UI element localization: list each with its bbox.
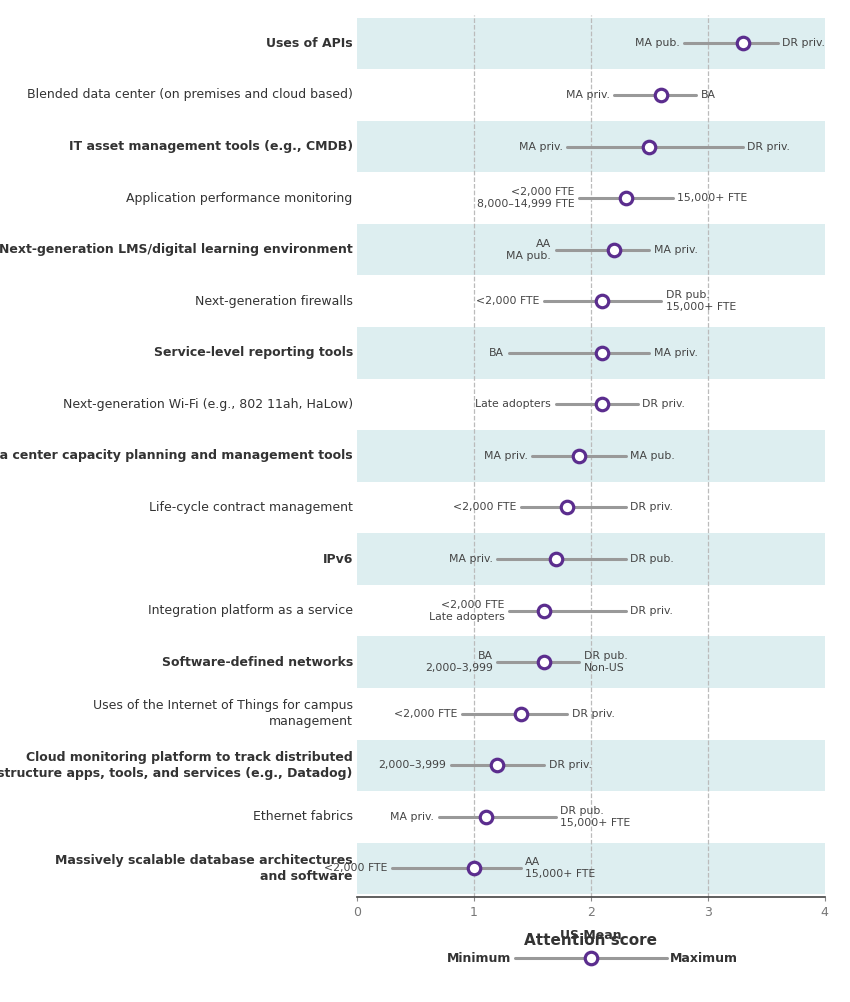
Text: <2,000 FTE
Late adopters: <2,000 FTE Late adopters xyxy=(428,599,504,621)
Text: DR pub.
15,000+ FTE: DR pub. 15,000+ FTE xyxy=(560,806,631,828)
Text: DR priv.: DR priv. xyxy=(631,605,673,615)
Bar xyxy=(357,430,824,482)
Bar xyxy=(357,533,824,585)
Text: MA priv.: MA priv. xyxy=(449,554,492,564)
Bar xyxy=(357,223,824,276)
Text: Blended data center (on premises and cloud based): Blended data center (on premises and clo… xyxy=(27,88,353,101)
Text: DR priv.: DR priv. xyxy=(747,141,790,151)
Text: BA: BA xyxy=(700,90,716,100)
Text: DR pub.
15,000+ FTE: DR pub. 15,000+ FTE xyxy=(666,291,736,313)
Text: Software-defined networks: Software-defined networks xyxy=(162,655,353,668)
Text: Ethernet fabrics: Ethernet fabrics xyxy=(252,811,353,824)
Text: Next-generation firewalls: Next-generation firewalls xyxy=(195,295,353,308)
Text: <2,000 FTE: <2,000 FTE xyxy=(324,864,388,874)
Text: Minimum: Minimum xyxy=(447,952,512,965)
Text: 2,000–3,999: 2,000–3,999 xyxy=(378,761,445,771)
Text: Cloud monitoring platform to track distributed
infrastructure apps, tools, and s: Cloud monitoring platform to track distr… xyxy=(0,750,353,780)
Bar xyxy=(357,636,824,688)
Text: MA priv.: MA priv. xyxy=(654,244,698,255)
Text: MA priv.: MA priv. xyxy=(565,90,609,100)
Text: BA
2,000–3,999: BA 2,000–3,999 xyxy=(425,651,492,673)
Text: IT asset management tools (e.g., CMDB): IT asset management tools (e.g., CMDB) xyxy=(69,140,353,153)
Text: MA pub.: MA pub. xyxy=(631,451,675,461)
Text: AA
15,000+ FTE: AA 15,000+ FTE xyxy=(525,858,596,880)
Text: Service-level reporting tools: Service-level reporting tools xyxy=(154,347,353,360)
Text: <2,000 FTE: <2,000 FTE xyxy=(452,502,516,512)
Text: MA priv.: MA priv. xyxy=(484,451,528,461)
Text: US Mean: US Mean xyxy=(560,929,621,942)
Text: Data center capacity planning and management tools: Data center capacity planning and manage… xyxy=(0,450,353,462)
Text: DR pub.: DR pub. xyxy=(631,554,674,564)
Text: MA pub.: MA pub. xyxy=(635,38,680,48)
Text: BA: BA xyxy=(490,348,504,358)
Text: Uses of the Internet of Things for campus
management: Uses of the Internet of Things for campu… xyxy=(93,699,353,728)
Text: DR priv.: DR priv. xyxy=(782,38,825,48)
Text: Uses of APIs: Uses of APIs xyxy=(266,37,353,50)
X-axis label: Attention score: Attention score xyxy=(524,933,657,948)
Text: Application performance monitoring: Application performance monitoring xyxy=(127,191,353,204)
Text: MA priv.: MA priv. xyxy=(518,141,563,151)
Bar xyxy=(357,327,824,379)
Bar xyxy=(357,120,824,172)
Text: IPv6: IPv6 xyxy=(322,552,353,565)
Text: MA priv.: MA priv. xyxy=(654,348,698,358)
Text: <2,000 FTE: <2,000 FTE xyxy=(394,708,457,718)
Text: DR priv.: DR priv. xyxy=(572,708,615,718)
Text: Integration platform as a service: Integration platform as a service xyxy=(148,604,353,617)
Text: <2,000 FTE
8,000–14,999 FTE: <2,000 FTE 8,000–14,999 FTE xyxy=(477,187,575,209)
Text: 15,000+ FTE: 15,000+ FTE xyxy=(677,193,747,203)
Text: AA
MA pub.: AA MA pub. xyxy=(507,238,551,261)
Text: DR priv.: DR priv. xyxy=(631,502,673,512)
Text: Next-generation LMS/digital learning environment: Next-generation LMS/digital learning env… xyxy=(0,243,353,257)
Bar xyxy=(357,739,824,792)
Text: Late adopters: Late adopters xyxy=(475,400,551,410)
Bar xyxy=(357,843,824,894)
Bar xyxy=(357,18,824,69)
Text: Maximum: Maximum xyxy=(670,952,738,965)
Text: Life-cycle contract management: Life-cycle contract management xyxy=(149,501,353,514)
Text: MA priv.: MA priv. xyxy=(390,812,434,822)
Text: <2,000 FTE: <2,000 FTE xyxy=(476,297,539,307)
Text: Massively scalable database architectures
and software: Massively scalable database architecture… xyxy=(55,854,353,883)
Text: DR priv.: DR priv. xyxy=(548,761,592,771)
Text: DR priv.: DR priv. xyxy=(642,400,685,410)
Text: DR pub.
Non-US: DR pub. Non-US xyxy=(584,651,627,673)
Text: Next-generation Wi-Fi (e.g., 802 11ah, HaLow): Next-generation Wi-Fi (e.g., 802 11ah, H… xyxy=(63,398,353,411)
